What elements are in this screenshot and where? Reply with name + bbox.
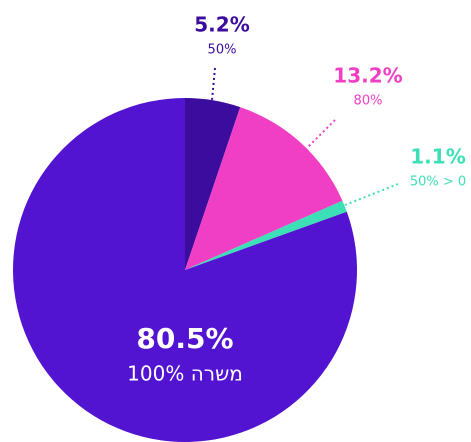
value-label: 5.2% — [194, 13, 249, 37]
category-label: 50% — [208, 43, 237, 58]
value-label: 1.1% — [410, 145, 465, 169]
category-label: 80% — [354, 94, 383, 109]
value-label: 13.2% — [333, 64, 402, 88]
pie-slice — [185, 107, 343, 270]
leader-line — [304, 119, 336, 151]
value-label: 80.5% — [136, 322, 233, 355]
pie-slice — [12, 98, 357, 442]
category-label: 100% משרה — [127, 362, 243, 386]
pie-slice — [185, 200, 347, 270]
pie-slice — [185, 98, 241, 270]
leader-line — [211, 67, 216, 101]
leader-line — [344, 183, 399, 206]
category-label: 50% > 0 — [410, 175, 466, 190]
